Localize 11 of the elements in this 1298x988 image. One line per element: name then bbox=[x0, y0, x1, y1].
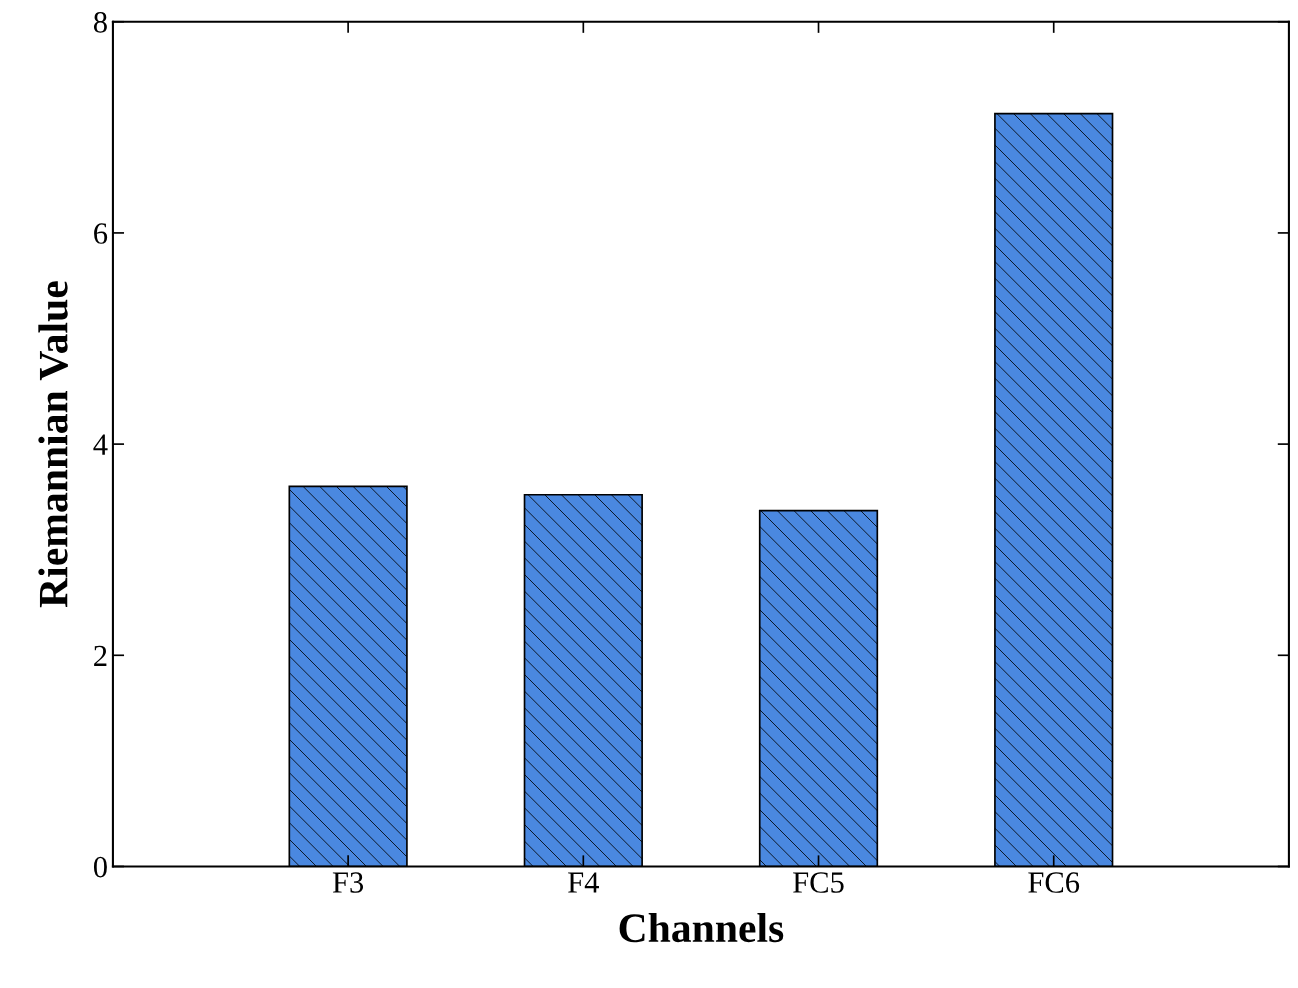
x-tick-label: F3 bbox=[332, 872, 364, 893]
x-tick-label: F4 bbox=[568, 872, 599, 893]
y-tick-label: 6 bbox=[94, 223, 108, 244]
x-axis-title: Channels bbox=[619, 912, 784, 943]
y-tick-label: 0 bbox=[93, 856, 107, 878]
y-axis-title: Riemannian Value bbox=[38, 281, 68, 608]
y-tick-label: 8 bbox=[93, 12, 107, 33]
y-tick-label: 2 bbox=[94, 645, 107, 666]
x-tick-label: FC6 bbox=[1028, 872, 1080, 893]
x-tick-label: FC5 bbox=[793, 872, 844, 893]
y-tick-label: 4 bbox=[93, 434, 108, 455]
